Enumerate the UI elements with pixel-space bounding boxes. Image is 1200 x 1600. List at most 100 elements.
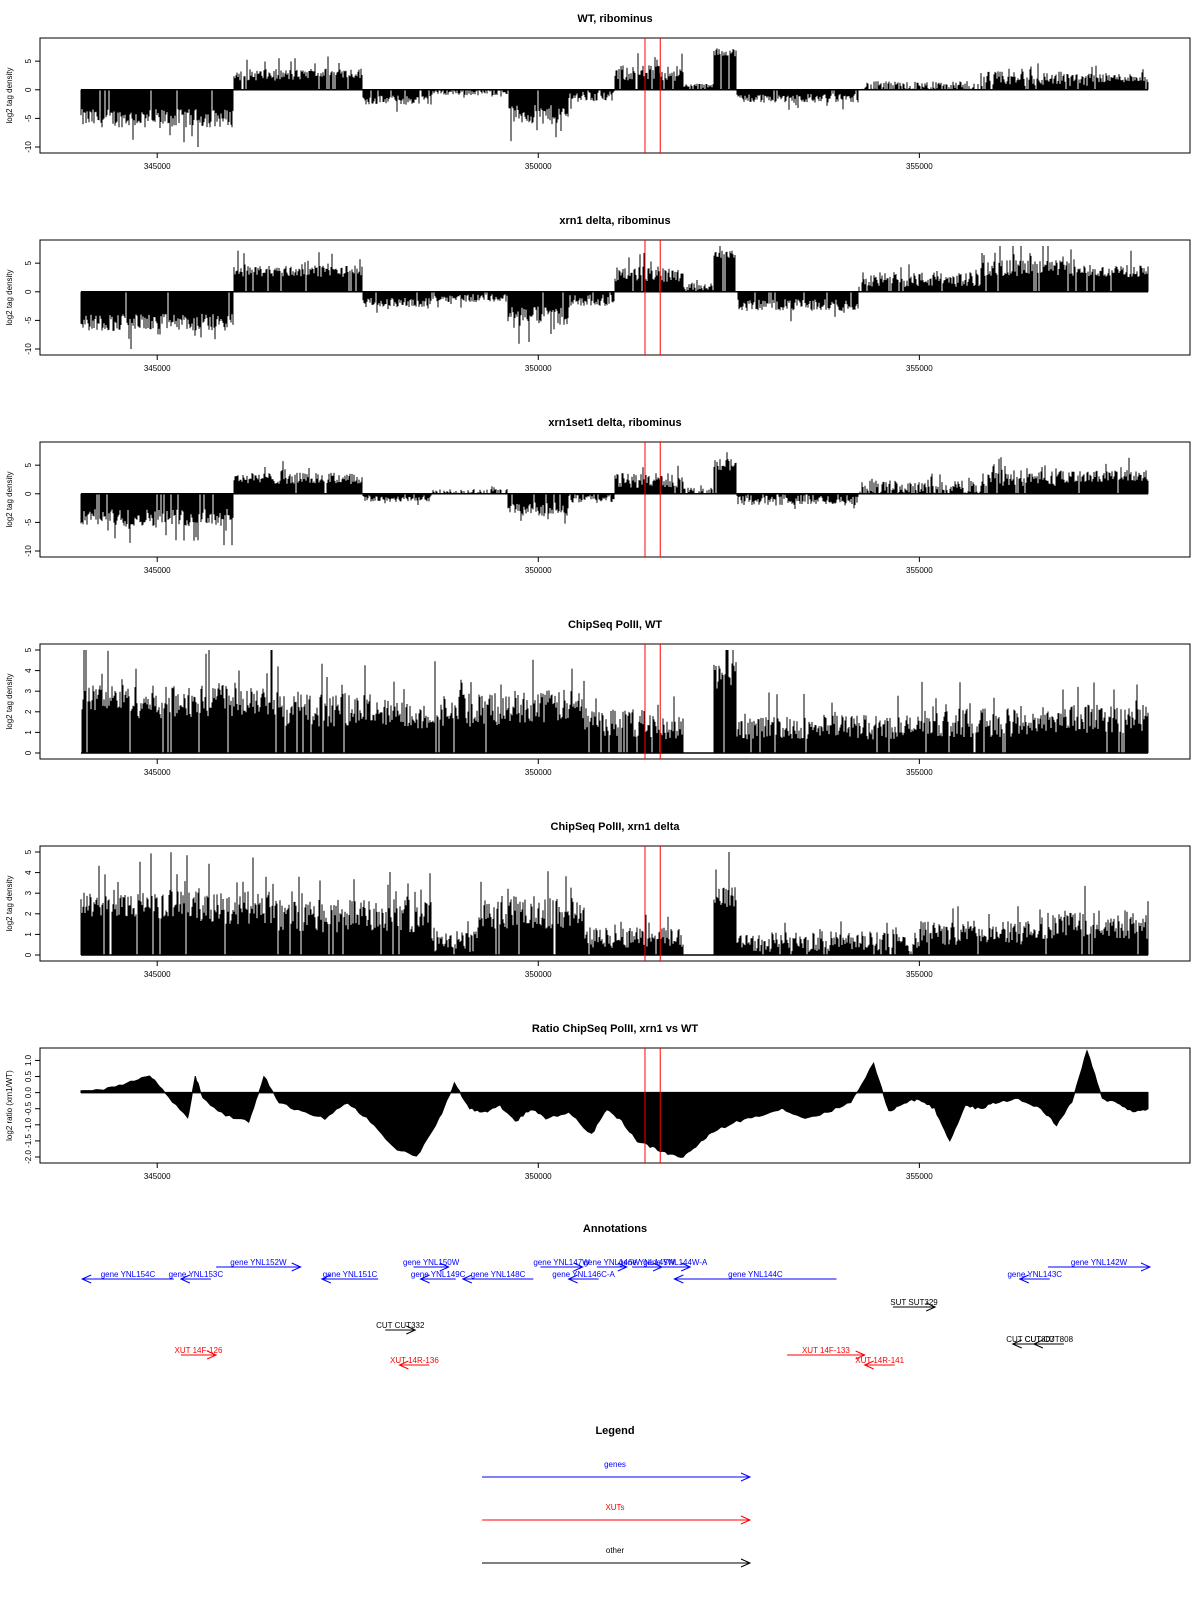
signal-series <box>80 452 1149 546</box>
panel-title: ChipSeq PolII, WT <box>568 619 662 631</box>
annotation-feature: CUT CUT332 <box>376 1321 425 1335</box>
legend-item-genes: genes <box>482 1460 752 1482</box>
y-tick-label: 4 <box>24 668 33 673</box>
feature-label: gene YNL146C-A <box>552 1270 615 1279</box>
feature-label: SUT SUT329 <box>890 1298 938 1307</box>
signal-bars <box>80 452 1149 546</box>
y-tick-label: 5 <box>24 849 33 854</box>
feature-arrow-head <box>740 1472 752 1482</box>
y-tick-label: 1.0 <box>24 1054 33 1066</box>
panel-5: ChipSeq PolII, xrn1 delta log2 tag densit… <box>5 821 1191 979</box>
annotation-feature: gene YNL147W <box>533 1258 590 1272</box>
feature-arrow-head <box>80 1274 92 1284</box>
panel-3: xrn1set1 delta, ribominus log2 tag densit… <box>5 417 1191 575</box>
y-tick-label: 5 <box>24 647 33 652</box>
feature-arrow-head <box>1018 1274 1029 1284</box>
x-tick-label: 350000 <box>525 566 552 575</box>
x-tick-label: 345000 <box>144 970 171 979</box>
y-tick-label: -10 <box>24 343 33 355</box>
y-tick-label: -5 <box>24 518 33 526</box>
feature-label: gene YNL149C <box>411 1270 466 1279</box>
y-axis-label: log2 tag density <box>5 471 14 527</box>
feature-arrow-head <box>179 1274 191 1284</box>
x-tick-label: 355000 <box>906 1172 933 1181</box>
feature-arrow-head <box>863 1360 874 1370</box>
feature-label: XUT 14F-126 <box>175 1346 223 1355</box>
signal-bars <box>80 852 1149 955</box>
feature-arrow-head <box>1032 1339 1044 1349</box>
y-tick-label: -1.0 <box>24 1117 33 1131</box>
feature-arrow-head <box>740 1515 752 1525</box>
feature-label: CUT CUT807 <box>1006 1335 1055 1344</box>
y-tick-label: 1 <box>24 932 33 937</box>
x-tick-label: 345000 <box>144 566 171 575</box>
signal-series <box>81 650 1149 754</box>
panel-title: xrn1set1 delta, ribominus <box>548 417 681 429</box>
legend-label: other <box>606 1546 625 1555</box>
feature-arrow-head <box>573 1262 584 1272</box>
annotation-feature: gene YNL151C <box>320 1270 379 1284</box>
plot-frame <box>39 845 1191 962</box>
feature-arrow-head <box>925 1302 937 1312</box>
feature-label: gene YNL142W <box>1071 1258 1128 1267</box>
feature-arrow-head <box>1011 1339 1022 1349</box>
x-tick-label: 350000 <box>525 768 552 777</box>
legend-label: genes <box>604 1460 626 1469</box>
feature-label: gene YNL150W <box>403 1258 460 1267</box>
annotation-feature: CUT CUT808 <box>1025 1335 1074 1349</box>
panel-6: Ratio ChipSeq PolII, xrn1 vs WT log2 rati… <box>5 1023 1191 1181</box>
annotation-feature: gene YNL146W <box>584 1258 640 1272</box>
annotation-feature: XUT 14F-126 <box>175 1346 223 1360</box>
x-tick-label: 350000 <box>525 162 552 171</box>
legend-item-other: other <box>482 1546 752 1568</box>
y-tick-label: 0.0 <box>24 1087 33 1099</box>
y-tick-label: 5 <box>24 462 33 467</box>
plot-frame <box>39 441 1191 558</box>
feature-label: gene YNL143C <box>1007 1270 1062 1279</box>
annotations-title: Annotations <box>583 1223 647 1235</box>
panel-4: ChipSeq PolII, WT log2 tag density 0 1 2 3 4 5 3… <box>5 619 1191 777</box>
y-tick-label: -5 <box>24 316 33 324</box>
feature-label: gene YNL148C <box>471 1270 526 1279</box>
feature-arrow-head <box>673 1274 684 1284</box>
y-axis-label: log2 tag density <box>5 269 14 325</box>
panel-title: WT, ribominus <box>577 13 652 25</box>
y-tick-label: 0 <box>24 289 33 294</box>
y-tick-label: 2 <box>24 911 33 916</box>
x-tick-label: 350000 <box>525 970 552 979</box>
y-tick-label: 0.5 <box>24 1070 33 1082</box>
feature-arrow-head <box>398 1360 409 1370</box>
y-tick-label: 0 <box>24 952 33 957</box>
feature-arrow-head <box>567 1274 578 1284</box>
y-tick-label: 0 <box>24 750 33 755</box>
y-tick-label: -0.5 <box>24 1101 33 1115</box>
legend-title: Legend <box>595 1425 634 1437</box>
y-tick-label: -10 <box>24 545 33 557</box>
annotation-feature: gene YNL149C <box>411 1270 466 1284</box>
feature-label: XUT 14R-136 <box>390 1356 439 1365</box>
legend-label: XUTs <box>605 1503 624 1512</box>
y-tick-label: 5 <box>24 58 33 63</box>
annotation-feature: gene YNL152W <box>216 1258 302 1272</box>
panel-title: ChipSeq PolII, xrn1 delta <box>551 821 681 833</box>
panel-1: WT, ribominus log2 tag density -10 -5 0 5 3450… <box>5 13 1191 171</box>
y-axis-label: log2 tag density <box>5 67 14 123</box>
legend-item-XUTs: XUTs <box>482 1503 752 1525</box>
feature-arrow-head <box>617 1262 629 1272</box>
legend-panel: Legend genes XUTs other <box>482 1425 752 1568</box>
plot-frame <box>39 239 1191 356</box>
annotation-feature: gene YNL146C-A <box>552 1270 616 1284</box>
feature-label: CUT CUT332 <box>376 1321 425 1330</box>
annotation-feature: SUT SUT329 <box>890 1298 938 1312</box>
feature-arrow-head <box>406 1325 417 1335</box>
y-tick-label: -10 <box>24 141 33 153</box>
feature-label: gene YNL145W <box>619 1258 676 1267</box>
feature-label: gene YNL144C <box>728 1270 783 1279</box>
feature-label: gene YNL144W-A <box>643 1258 708 1267</box>
signal-bars <box>80 246 1149 349</box>
panel-2: xrn1 delta, ribominus log2 tag density -10… <box>5 215 1191 373</box>
feature-arrow-head <box>855 1350 866 1360</box>
signal-series <box>80 852 1149 956</box>
feature-label: gene YNL154C <box>101 1270 156 1279</box>
